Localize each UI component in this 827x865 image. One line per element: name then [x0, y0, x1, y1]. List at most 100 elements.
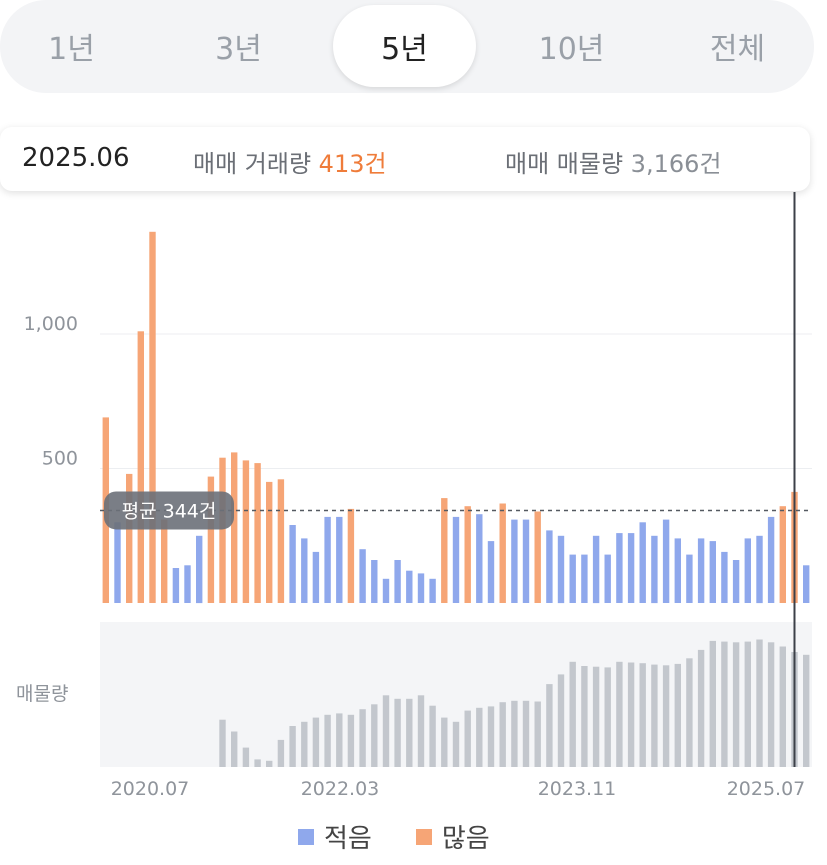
volume-bar[interactable] [581, 554, 588, 603]
stock-bar[interactable] [394, 698, 401, 767]
volume-bar[interactable] [744, 538, 751, 603]
volume-bar[interactable] [196, 535, 203, 604]
tab-5-years[interactable]: 5년 [333, 5, 476, 87]
stock-bar[interactable] [604, 667, 611, 767]
stock-bar[interactable] [336, 713, 343, 767]
volume-bar[interactable] [464, 506, 471, 603]
volume-bar[interactable] [289, 525, 296, 603]
stock-bar[interactable] [721, 641, 728, 767]
volume-bar[interactable] [242, 460, 250, 603]
stock-bar[interactable] [569, 661, 576, 767]
stock-bar[interactable] [662, 665, 670, 767]
stock-bar[interactable] [732, 642, 740, 767]
stock-bar[interactable] [616, 661, 623, 767]
stock-bar[interactable] [266, 760, 273, 767]
volume-bar[interactable] [779, 506, 786, 603]
volume-bar[interactable] [627, 533, 635, 603]
volume-bar[interactable] [639, 522, 646, 603]
volume-bar[interactable] [172, 568, 180, 603]
volume-bar[interactable] [686, 554, 693, 603]
volume-bar[interactable] [406, 570, 413, 603]
stock-bar[interactable] [324, 714, 331, 767]
volume-bar[interactable] [184, 565, 191, 603]
stock-bar[interactable] [756, 639, 763, 768]
stock-bar[interactable] [686, 658, 693, 767]
volume-bar[interactable] [394, 560, 401, 603]
stock-bar[interactable] [301, 721, 308, 767]
volume-bar[interactable] [266, 481, 273, 603]
stock-bar[interactable] [312, 717, 320, 767]
stock-bar[interactable] [803, 654, 810, 767]
volume-bar[interactable] [592, 535, 600, 604]
volume-bar[interactable] [114, 522, 121, 603]
stock-bar[interactable] [546, 684, 553, 767]
stock-bar[interactable] [464, 710, 471, 767]
stock-bar[interactable] [406, 698, 413, 767]
volume-bar[interactable] [697, 538, 705, 603]
stock-bar[interactable] [639, 663, 646, 767]
stock-bar[interactable] [674, 663, 681, 767]
stock-bar[interactable] [511, 700, 518, 767]
volume-bar[interactable] [441, 498, 448, 603]
stock-bar[interactable] [371, 704, 378, 767]
stock-bar[interactable] [581, 666, 588, 767]
volume-bar[interactable] [803, 565, 810, 603]
stock-bar[interactable] [429, 705, 436, 767]
stock-bar[interactable] [522, 700, 530, 767]
stock-bar[interactable] [779, 646, 786, 768]
volume-bar[interactable] [324, 516, 331, 603]
stock-bar[interactable] [709, 640, 716, 767]
tab-10-years[interactable]: 10년 [538, 32, 605, 67]
volume-bar[interactable] [487, 541, 495, 603]
volume-bar[interactable] [499, 503, 506, 604]
stock-bar[interactable] [254, 759, 261, 767]
stock-bar[interactable] [359, 709, 366, 767]
volume-bar[interactable] [511, 519, 518, 603]
volume-bar[interactable] [569, 554, 576, 603]
volume-bar[interactable] [277, 479, 285, 603]
stock-bar[interactable] [242, 747, 250, 767]
volume-bar[interactable] [161, 519, 168, 603]
stock-bar[interactable] [476, 707, 483, 767]
volume-bar[interactable] [371, 560, 378, 603]
volume-bar[interactable] [651, 535, 658, 604]
tab-3-years[interactable]: 3년 [215, 32, 262, 67]
volume-bar[interactable] [709, 541, 716, 603]
stock-bar[interactable] [417, 695, 425, 767]
volume-bar[interactable] [756, 535, 763, 604]
stock-bar[interactable] [592, 666, 600, 767]
volume-bar[interactable] [149, 231, 156, 604]
volume-bar[interactable] [534, 511, 541, 604]
volume-bar[interactable] [301, 538, 308, 603]
volume-bar[interactable] [616, 533, 623, 603]
volume-bar[interactable] [417, 573, 425, 603]
stock-bar[interactable] [557, 674, 565, 767]
stock-bar[interactable] [744, 641, 751, 767]
tab-all[interactable]: 전체 [709, 32, 766, 67]
stock-bar[interactable] [347, 714, 355, 767]
stock-bar[interactable] [627, 662, 635, 768]
volume-bar[interactable] [557, 535, 565, 604]
volume-bar[interactable] [452, 516, 460, 603]
volume-bar[interactable] [721, 551, 728, 603]
stock-bar[interactable] [382, 695, 390, 767]
volume-bar[interactable] [207, 476, 215, 603]
volume-bar[interactable] [219, 457, 226, 603]
volume-bar[interactable] [662, 519, 670, 603]
volume-bar[interactable] [604, 554, 611, 603]
stock-bar[interactable] [767, 642, 775, 767]
stock-bar[interactable] [289, 726, 296, 767]
volume-bar[interactable] [476, 514, 483, 603]
volume-bar[interactable] [336, 516, 343, 603]
volume-bar[interactable] [347, 508, 355, 603]
volume-bar[interactable] [359, 549, 366, 603]
stock-bar[interactable] [651, 664, 658, 767]
volume-bar[interactable] [767, 516, 775, 603]
stock-bar[interactable] [452, 721, 460, 767]
tab-1-year[interactable]: 1년 [48, 32, 95, 67]
volume-bar[interactable] [231, 452, 238, 603]
volume-bar[interactable] [126, 473, 133, 603]
volume-bar[interactable] [522, 519, 530, 603]
stock-bar[interactable] [487, 706, 495, 767]
